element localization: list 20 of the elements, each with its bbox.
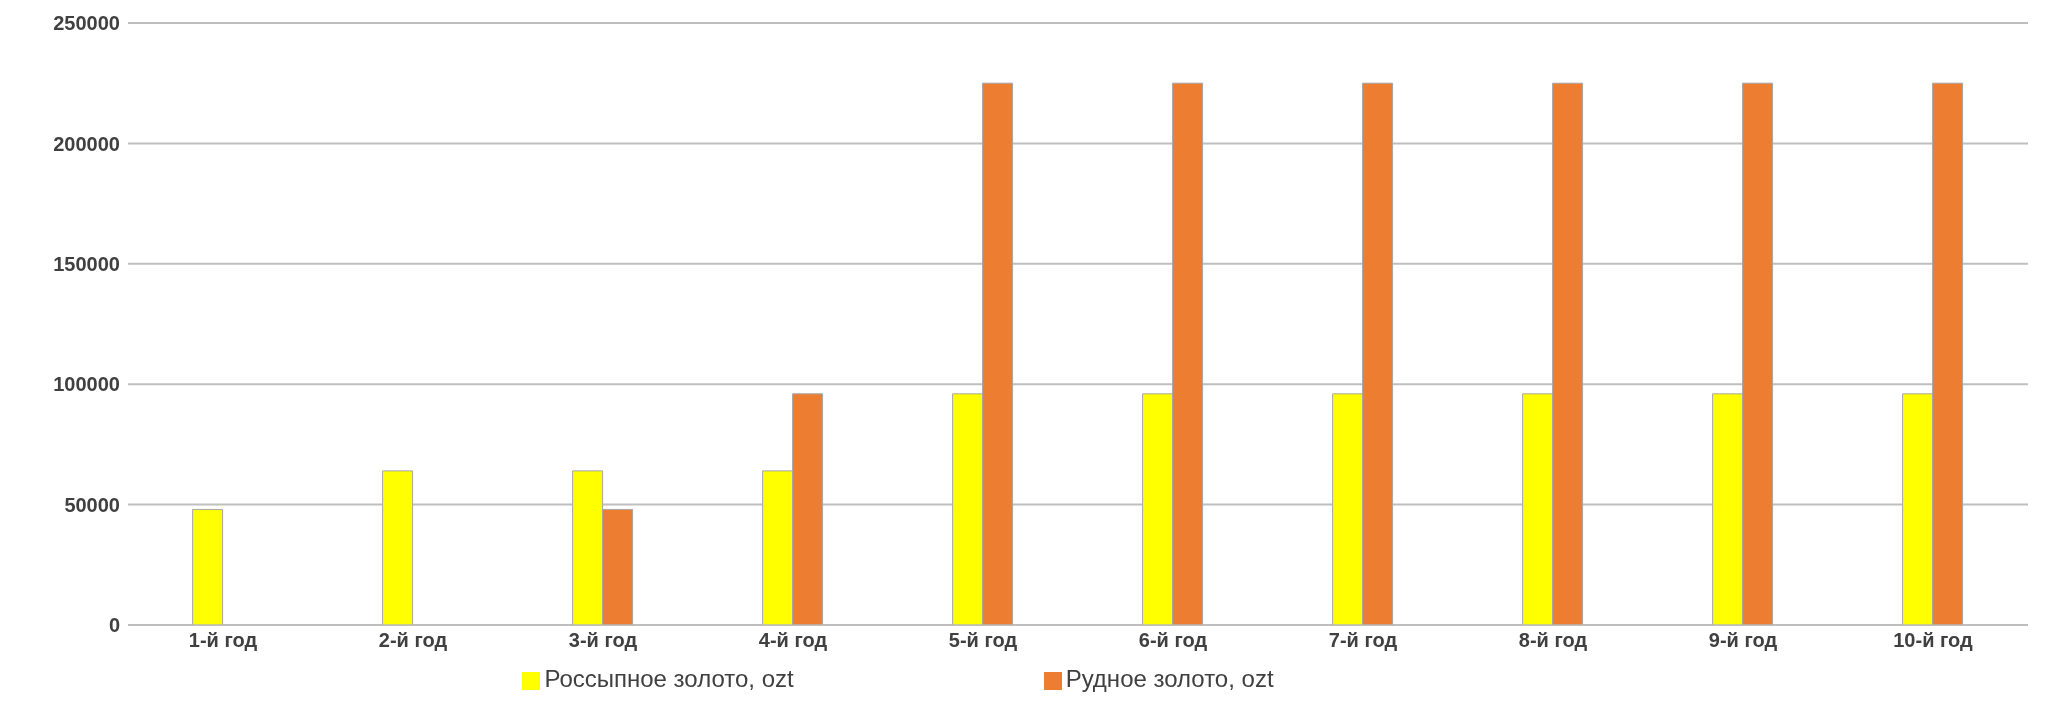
y-tick-label: 0 bbox=[108, 614, 120, 637]
x-tick-label: 5-й год bbox=[948, 629, 1018, 652]
y-tick-label: 200000 bbox=[53, 132, 120, 155]
x-tick-label: 8-й год bbox=[1518, 629, 1588, 652]
legend-label: Россыпное золото, ozt bbox=[544, 665, 794, 692]
x-tick-label: 4-й год bbox=[758, 629, 828, 652]
bar bbox=[192, 508, 224, 625]
x-tick-label: 2-й год bbox=[378, 629, 448, 652]
y-tick-label: 150000 bbox=[53, 252, 120, 275]
y-tick-label: 50000 bbox=[64, 493, 120, 516]
x-tick-label: 10-й год bbox=[1893, 629, 1974, 652]
y-tick-label: 100000 bbox=[53, 373, 120, 396]
x-tick-label: 7-й год bbox=[1328, 629, 1398, 652]
x-tick-label: 6-й год bbox=[1138, 629, 1208, 652]
x-tick-label: 9-й год bbox=[1708, 629, 1778, 652]
x-tick-label: 3-й год bbox=[568, 629, 638, 652]
bar bbox=[382, 470, 414, 625]
legend-label: Рудное золото, ozt bbox=[1065, 665, 1274, 692]
y-tick-label: 250000 bbox=[53, 12, 120, 35]
x-tick-label: 1-й год bbox=[188, 629, 258, 652]
